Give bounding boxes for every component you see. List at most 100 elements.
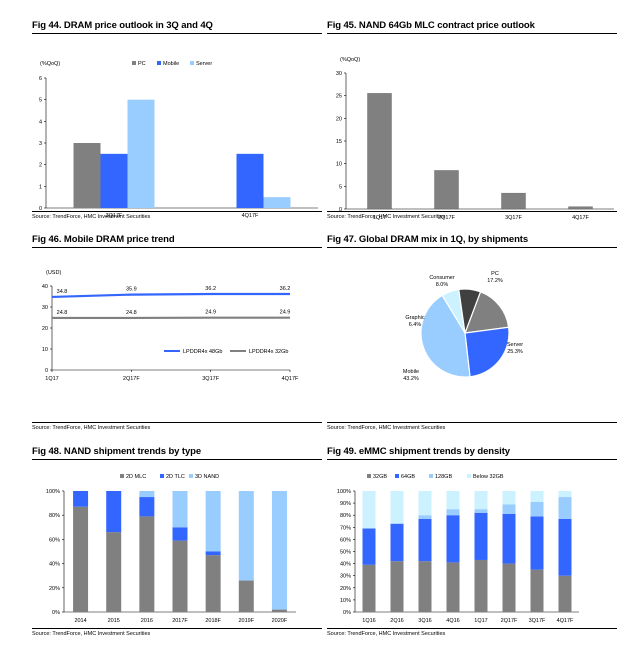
fig45-panel: Fig 45. NAND 64Gb MLC contract price out… xyxy=(327,20,617,225)
fig46-y-tick-label: 0 xyxy=(45,368,48,374)
fig48-x-tick-label: 2020F xyxy=(272,618,288,624)
fig45-y-tick-label: 5 xyxy=(339,184,342,190)
fig48-bar-segment xyxy=(205,551,221,556)
fig48-y-tick-label: 0% xyxy=(52,610,60,616)
fig47-slice-value: 43.2% xyxy=(403,376,419,382)
fig49-y-tick-label: 20% xyxy=(340,586,351,592)
fig49-x-tick-label: 4Q16 xyxy=(446,618,459,624)
fig45-x-tick-label: 1Q17 xyxy=(373,215,386,221)
fig49-bar-segment xyxy=(530,491,544,502)
fig44-panel: Fig 44. DRAM price outlook in 3Q and 4Q … xyxy=(32,20,322,225)
fig49-bar-segment xyxy=(530,569,544,612)
fig44-source: Source: TrendForce, HMC Investment Secur… xyxy=(32,214,151,220)
fig47-slice-value: 25.3% xyxy=(507,349,523,355)
fig48-bar-segment xyxy=(271,609,287,612)
fig49-bar-segment xyxy=(362,491,376,529)
fig47-title: Fig 47. Global DRAM mix in 1Q, by shipme… xyxy=(327,234,529,245)
fig49-bar-segment xyxy=(558,497,572,519)
fig49-y-tick-label: 100% xyxy=(337,489,351,495)
fig46-data-label: 24.8 xyxy=(126,310,137,316)
fig49-bar-segment xyxy=(474,559,488,612)
fig49-y-tick-label: 0% xyxy=(343,610,351,616)
fig46-data-label: 36.2 xyxy=(280,286,291,292)
fig49-bar-segment xyxy=(474,509,488,513)
fig49-panel: Fig 49. eMMC shipment trends by density … xyxy=(327,446,617,651)
fig44-top-rule xyxy=(32,33,322,34)
fig49-bar-segment xyxy=(502,504,516,514)
fig44-y-tick-label: 3 xyxy=(39,141,42,147)
fig49-top-rule xyxy=(327,459,617,460)
fig49-bar-segment xyxy=(530,501,544,517)
fig49-chart: 0% 10% 20% 30% 40% 50% 60% 70% 80% 90% 100% 1Q16 2Q1… xyxy=(337,474,579,624)
fig45-bar xyxy=(367,93,392,210)
fig49-legend-1-label: 64GB xyxy=(401,474,415,480)
fig48-y-tick-label: 60% xyxy=(49,537,60,543)
fig45-y-tick-label: 30 xyxy=(336,71,342,77)
fig46-data-label: 35.9 xyxy=(126,287,137,293)
fig49-bar-segment xyxy=(446,491,460,510)
fig45-y-tick-label: 20 xyxy=(336,116,342,122)
fig49-y-tick-label: 90% xyxy=(340,501,351,507)
fig49-bar-segment xyxy=(418,518,432,562)
fig47-slice-value: 6.4% xyxy=(409,322,422,328)
fig49-legend-1-swatch xyxy=(395,474,399,478)
fig47-slice-value: 8.0% xyxy=(436,282,449,288)
fig45-x-tick-label: 3Q17F xyxy=(505,215,522,221)
fig45-y-tick-label: 10 xyxy=(336,162,342,168)
fig47-source: Source: TrendForce, HMC Investment Secur… xyxy=(327,425,446,431)
fig48-legend-0-label: 2D MLC xyxy=(126,474,146,480)
fig46-unit-label: (USD) xyxy=(46,270,61,276)
fig48-y-tick-label: 40% xyxy=(49,562,60,568)
fig45-x-tick-label: 4Q17F xyxy=(572,215,589,221)
fig48-bar-segment xyxy=(205,555,221,612)
fig49-bar-segment xyxy=(502,513,516,564)
fig49-title: Fig 49. eMMC shipment trends by density xyxy=(327,446,510,457)
fig44-y-tick-label: 0 xyxy=(39,206,42,212)
fig44-legend-0-swatch xyxy=(132,61,136,65)
fig49-y-tick-label: 30% xyxy=(340,574,351,580)
fig48-y-tick-label: 80% xyxy=(49,513,60,519)
fig49-legend-0-label: 32GB xyxy=(373,474,387,480)
fig48-bar-segment xyxy=(172,527,188,541)
fig49-x-tick-label: 1Q17 xyxy=(474,618,487,624)
fig49-x-tick-label: 1Q16 xyxy=(362,618,375,624)
fig47-slice xyxy=(464,326,510,378)
fig45-title: Fig 45. NAND 64Gb MLC contract price out… xyxy=(327,20,535,31)
fig48-x-tick-label: 2019F xyxy=(238,618,254,624)
fig47-slice xyxy=(464,291,510,334)
fig48-bar-segment xyxy=(238,580,254,612)
fig49-bar-segment xyxy=(418,491,432,516)
fig45-bar xyxy=(501,192,526,210)
fig49-bar-segment xyxy=(558,575,572,612)
fig48-bar-segment xyxy=(73,506,89,612)
fig48-legend-0-swatch xyxy=(120,474,124,478)
fig46-legend-1-label: LPDDR4x 32Gb xyxy=(249,349,288,355)
fig48-title: Fig 48. NAND shipment trends by type xyxy=(32,446,202,457)
fig45-unit-label: (%QoQ) xyxy=(340,57,360,63)
fig48-bar-segment xyxy=(139,516,155,612)
fig49-bar-segment xyxy=(502,563,516,612)
fig49-y-tick-label: 80% xyxy=(340,513,351,519)
fig45-y-tick-label: 25 xyxy=(336,94,342,100)
fig49-legend-3-swatch xyxy=(467,474,471,478)
fig49-bar-segment xyxy=(390,561,404,612)
fig46-panel: Fig 46. Mobile DRAM price trend (USD) 0 10… xyxy=(32,234,322,439)
fig49-bar-segment xyxy=(390,523,404,562)
fig48-x-tick-label: 2017F xyxy=(172,618,188,624)
fig48-legend-2-label: 3D NAND xyxy=(195,474,219,480)
fig44-bar xyxy=(236,153,264,208)
fig49-bar-segment xyxy=(418,561,432,612)
fig49-y-tick-label: 40% xyxy=(340,562,351,568)
fig46-data-label: 24.9 xyxy=(280,310,291,316)
fig49-bar-segment xyxy=(446,515,460,563)
fig44-bar xyxy=(263,197,291,208)
fig49-x-tick-label: 3Q16 xyxy=(418,618,431,624)
fig49-legend-0-swatch xyxy=(367,474,371,478)
fig44-legend-1-swatch xyxy=(157,61,161,65)
fig45-top-rule xyxy=(327,33,617,34)
fig48-legend-1-label: 2D TLC xyxy=(166,474,185,480)
fig49-legend-2-swatch xyxy=(429,474,433,478)
fig49-y-tick-label: 60% xyxy=(340,537,351,543)
fig48-bar-segment xyxy=(271,491,287,610)
